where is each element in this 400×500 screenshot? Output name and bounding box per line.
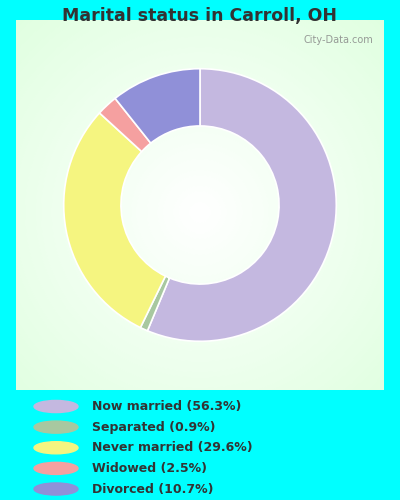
Circle shape — [34, 400, 78, 412]
Wedge shape — [115, 68, 200, 143]
Circle shape — [0, 0, 400, 452]
Wedge shape — [64, 113, 166, 328]
Wedge shape — [140, 276, 170, 331]
Circle shape — [142, 154, 258, 271]
Circle shape — [14, 26, 386, 399]
Circle shape — [36, 47, 364, 378]
Circle shape — [163, 175, 237, 250]
Circle shape — [0, 4, 400, 420]
Text: Divorced (10.7%): Divorced (10.7%) — [92, 482, 214, 496]
Circle shape — [4, 16, 396, 409]
Wedge shape — [148, 68, 336, 342]
Circle shape — [0, 0, 400, 426]
Circle shape — [158, 170, 242, 255]
Circle shape — [68, 79, 332, 345]
Circle shape — [0, 0, 400, 431]
Circle shape — [136, 148, 264, 276]
Circle shape — [62, 74, 338, 351]
Circle shape — [78, 90, 322, 335]
Text: Separated (0.9%): Separated (0.9%) — [92, 420, 216, 434]
Circle shape — [84, 95, 316, 330]
Text: Now married (56.3%): Now married (56.3%) — [92, 400, 241, 413]
Circle shape — [0, 0, 400, 474]
Circle shape — [0, 0, 400, 463]
Circle shape — [0, 0, 400, 458]
Text: Widowed (2.5%): Widowed (2.5%) — [92, 462, 207, 475]
Circle shape — [179, 191, 221, 234]
Circle shape — [0, 0, 400, 468]
Circle shape — [0, 10, 400, 415]
Circle shape — [34, 421, 78, 433]
Text: Marital status in Carroll, OH: Marital status in Carroll, OH — [62, 8, 338, 26]
Circle shape — [99, 111, 301, 314]
Circle shape — [89, 100, 311, 324]
Circle shape — [41, 52, 359, 372]
Circle shape — [184, 196, 216, 228]
Circle shape — [34, 483, 78, 495]
Circle shape — [131, 143, 269, 282]
Circle shape — [115, 127, 285, 298]
Circle shape — [152, 164, 248, 260]
Circle shape — [46, 58, 354, 367]
Circle shape — [0, 0, 400, 447]
Circle shape — [120, 132, 280, 292]
Circle shape — [195, 207, 205, 218]
Circle shape — [94, 106, 306, 319]
Circle shape — [105, 116, 295, 308]
Circle shape — [9, 20, 391, 404]
Circle shape — [34, 462, 78, 474]
Circle shape — [0, 0, 400, 479]
Circle shape — [57, 68, 343, 356]
Circle shape — [0, 0, 400, 442]
Circle shape — [168, 180, 232, 244]
Circle shape — [52, 63, 348, 362]
Circle shape — [110, 122, 290, 303]
Text: City-Data.com: City-Data.com — [303, 35, 373, 45]
Circle shape — [34, 442, 78, 454]
Circle shape — [126, 138, 274, 287]
Wedge shape — [100, 98, 151, 152]
Circle shape — [20, 31, 380, 394]
Circle shape — [73, 84, 327, 340]
Text: Never married (29.6%): Never married (29.6%) — [92, 441, 253, 454]
Circle shape — [190, 202, 210, 223]
Circle shape — [147, 159, 253, 266]
Circle shape — [25, 36, 375, 388]
Circle shape — [174, 186, 226, 239]
Circle shape — [0, 0, 400, 436]
Circle shape — [30, 42, 370, 383]
